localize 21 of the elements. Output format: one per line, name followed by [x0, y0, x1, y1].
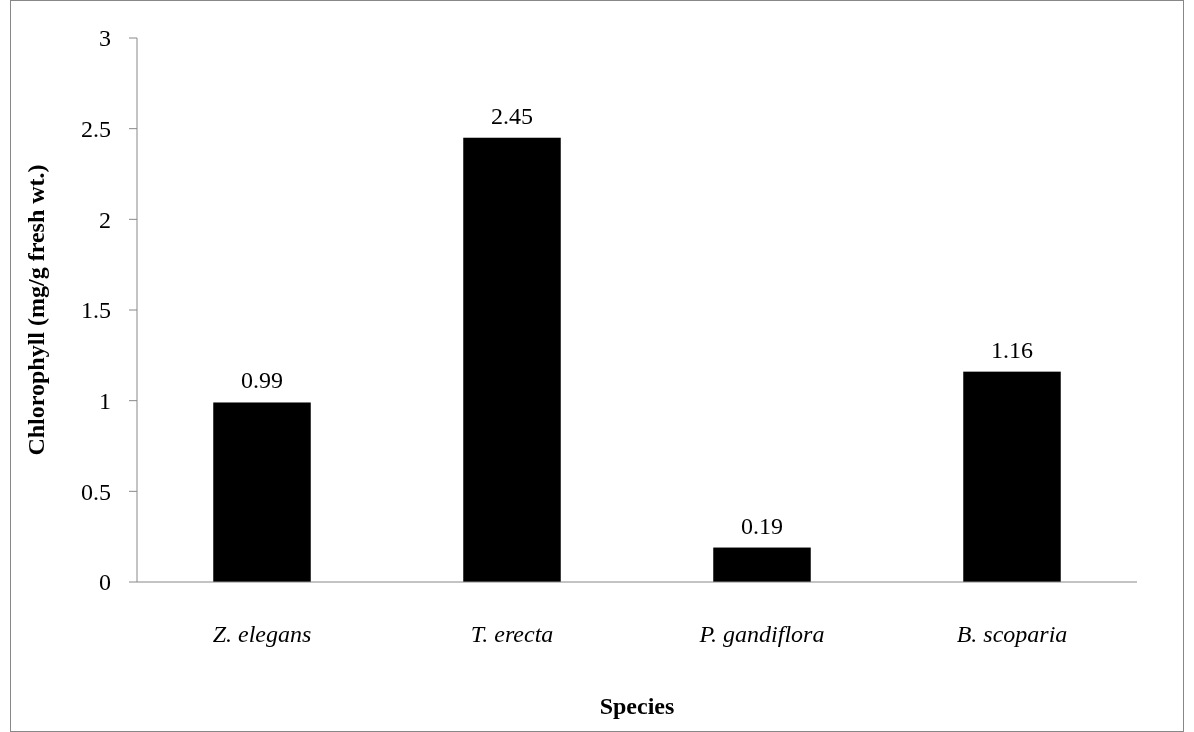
y-axis-title: Chlorophyll (mg/g fresh wt.): [23, 164, 49, 456]
x-tick-label: Z. elegans: [212, 621, 312, 647]
x-tick-label: T. erecta: [470, 621, 554, 647]
bar: [463, 137, 561, 582]
bar: [213, 402, 311, 582]
bar: [963, 371, 1061, 582]
y-tick-label: 0.5: [81, 478, 111, 505]
bar: [713, 547, 811, 582]
x-axis-title: Species: [599, 693, 675, 719]
data-label: 0.19: [741, 512, 783, 539]
y-tick-label: 0: [99, 569, 111, 596]
y-tick-label: 2.5: [81, 116, 111, 143]
data-label: 1.16: [991, 336, 1033, 363]
y-tick-label: 1.5: [81, 297, 111, 324]
data-label: 0.99: [241, 367, 283, 394]
x-tick-label: B. scoparia: [956, 621, 1068, 647]
y-tick-label: 3: [99, 25, 111, 52]
y-tick-label: 1: [99, 388, 111, 415]
data-label: 2.45: [491, 102, 533, 129]
y-tick-label: 2: [99, 206, 111, 233]
x-tick-label: P. gandiflora: [698, 621, 825, 647]
